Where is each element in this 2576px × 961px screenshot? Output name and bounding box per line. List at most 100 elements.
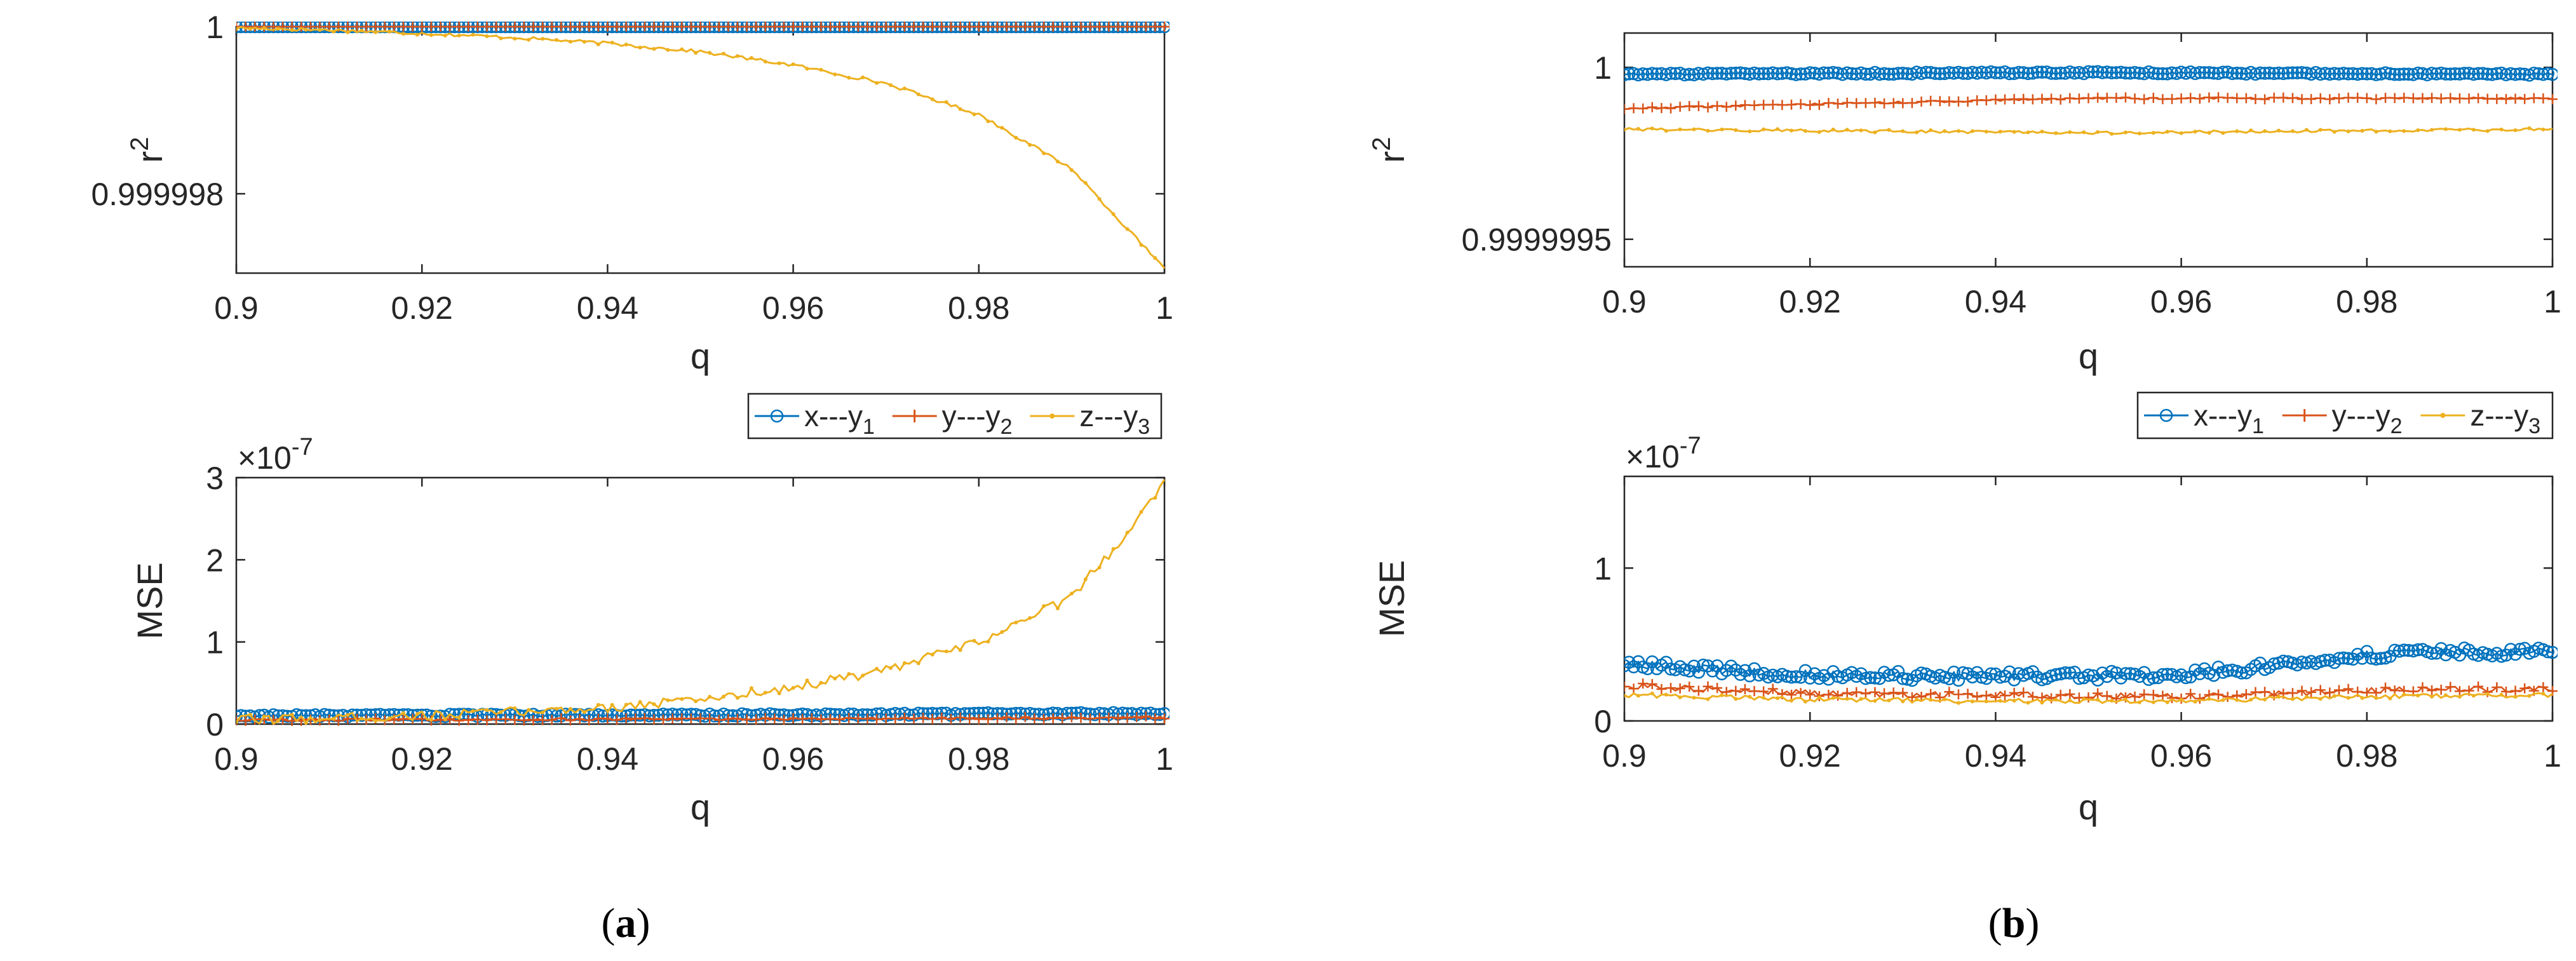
- data-point: [1131, 22, 1142, 32]
- data-point: [1981, 690, 1992, 701]
- data-point: [2380, 93, 2391, 104]
- data-point: [1150, 713, 1161, 724]
- y-exponent-power: -7: [1680, 433, 1701, 459]
- data-point: [304, 721, 308, 725]
- panel-label: (b): [1988, 900, 2040, 946]
- data-point: [602, 713, 613, 724]
- data-point: [518, 715, 529, 726]
- data-point: [918, 22, 929, 32]
- data-point: [2290, 697, 2295, 701]
- data-point: [1645, 655, 1659, 669]
- data-point: [1966, 65, 1979, 79]
- data-point: [2101, 92, 2112, 103]
- data-point: [2399, 92, 2410, 103]
- data-point: [1703, 681, 1713, 692]
- data-point: [1004, 707, 1018, 721]
- data-point: [2417, 682, 2428, 693]
- data-point: [2454, 93, 2465, 104]
- data-point: [610, 41, 614, 45]
- chart-b_mse: 0.9 0.92 0.94 0.96 0.98 1 0 1 q MSE ×10-7: [1372, 433, 2561, 827]
- data-point: [1984, 699, 1988, 704]
- data-point: [1692, 67, 1706, 80]
- data-point: [1984, 667, 1998, 681]
- data-point: [2018, 687, 2029, 698]
- data-point: [2287, 688, 2298, 699]
- data-point: [2500, 93, 2511, 104]
- data-point: [1669, 67, 1682, 81]
- data-point: [1795, 98, 1806, 109]
- data-point: [1730, 100, 1741, 111]
- data-point: [2133, 67, 2147, 80]
- data-point: [1683, 67, 1696, 81]
- data-point: [2287, 93, 2298, 104]
- data-point: [1891, 664, 1905, 678]
- data-point: [816, 714, 826, 725]
- data-point: [1808, 66, 1821, 80]
- x-tick-label: 0.96: [762, 741, 824, 777]
- data-point: [1851, 98, 1862, 109]
- data-point: [638, 45, 642, 50]
- legend-label-subscript: 3: [2528, 414, 2540, 438]
- x-tick-label: 1: [2544, 284, 2561, 319]
- data-point: [2277, 128, 2281, 133]
- data-point: [652, 702, 656, 706]
- data-point: [819, 680, 823, 685]
- data-point: [1739, 100, 1750, 111]
- data-point: [2346, 129, 2350, 133]
- data-point: [491, 22, 502, 32]
- data-point: [1962, 689, 1973, 699]
- data-point: [1020, 22, 1030, 32]
- data-point: [1153, 495, 1157, 500]
- data-point: [1953, 689, 1964, 700]
- data-point: [735, 54, 739, 58]
- data-point: [410, 708, 424, 722]
- data-point: [443, 717, 447, 722]
- data-point: [485, 34, 489, 39]
- data-point: [1873, 699, 1877, 703]
- data-point: [1929, 128, 1933, 133]
- data-point: [1794, 670, 1807, 684]
- data-point: [2318, 697, 2323, 701]
- data-point: [1767, 683, 1778, 694]
- data-point: [2388, 129, 2392, 133]
- data-point: [2485, 129, 2490, 133]
- data-point: [1055, 159, 1060, 164]
- data-point: [1794, 67, 1807, 81]
- data-point: [1659, 655, 1673, 669]
- data-point: [1888, 98, 1899, 109]
- data-point: [1069, 591, 1074, 596]
- data-point: [2513, 128, 2518, 133]
- data-point: [2306, 687, 2317, 697]
- data-point: [401, 708, 415, 722]
- data-point: [2072, 65, 2086, 79]
- data-point: [2541, 67, 2554, 81]
- data-point: [2324, 94, 2335, 105]
- data-point: [417, 713, 428, 724]
- data-point: [1952, 65, 1966, 79]
- data-point: [318, 28, 322, 32]
- data-point: [2439, 67, 2453, 81]
- data-point: [2402, 129, 2406, 133]
- data-point: [1979, 66, 1993, 80]
- panel-label-paren: ): [2025, 900, 2039, 946]
- data-point: [1720, 127, 1724, 131]
- data-point: [2492, 682, 2502, 693]
- data-point: [1636, 126, 1640, 131]
- data-point: [2541, 645, 2554, 659]
- data-point: [2490, 67, 2504, 81]
- panel-label-paren: (: [602, 900, 616, 946]
- data-point: [633, 708, 647, 722]
- x-tick-label: 0.9: [214, 741, 259, 777]
- data-point: [1628, 683, 1639, 694]
- data-point: [2222, 692, 2233, 702]
- data-point: [2388, 696, 2392, 701]
- data-point: [649, 714, 659, 725]
- data-point: [1624, 104, 1629, 114]
- data-point: [2213, 689, 2224, 700]
- data-point: [1879, 688, 1890, 699]
- data-point: [1970, 66, 1984, 80]
- data-point: [797, 22, 808, 32]
- data-point: [457, 715, 461, 720]
- data-point: [2165, 130, 2169, 134]
- data-point: [833, 72, 837, 77]
